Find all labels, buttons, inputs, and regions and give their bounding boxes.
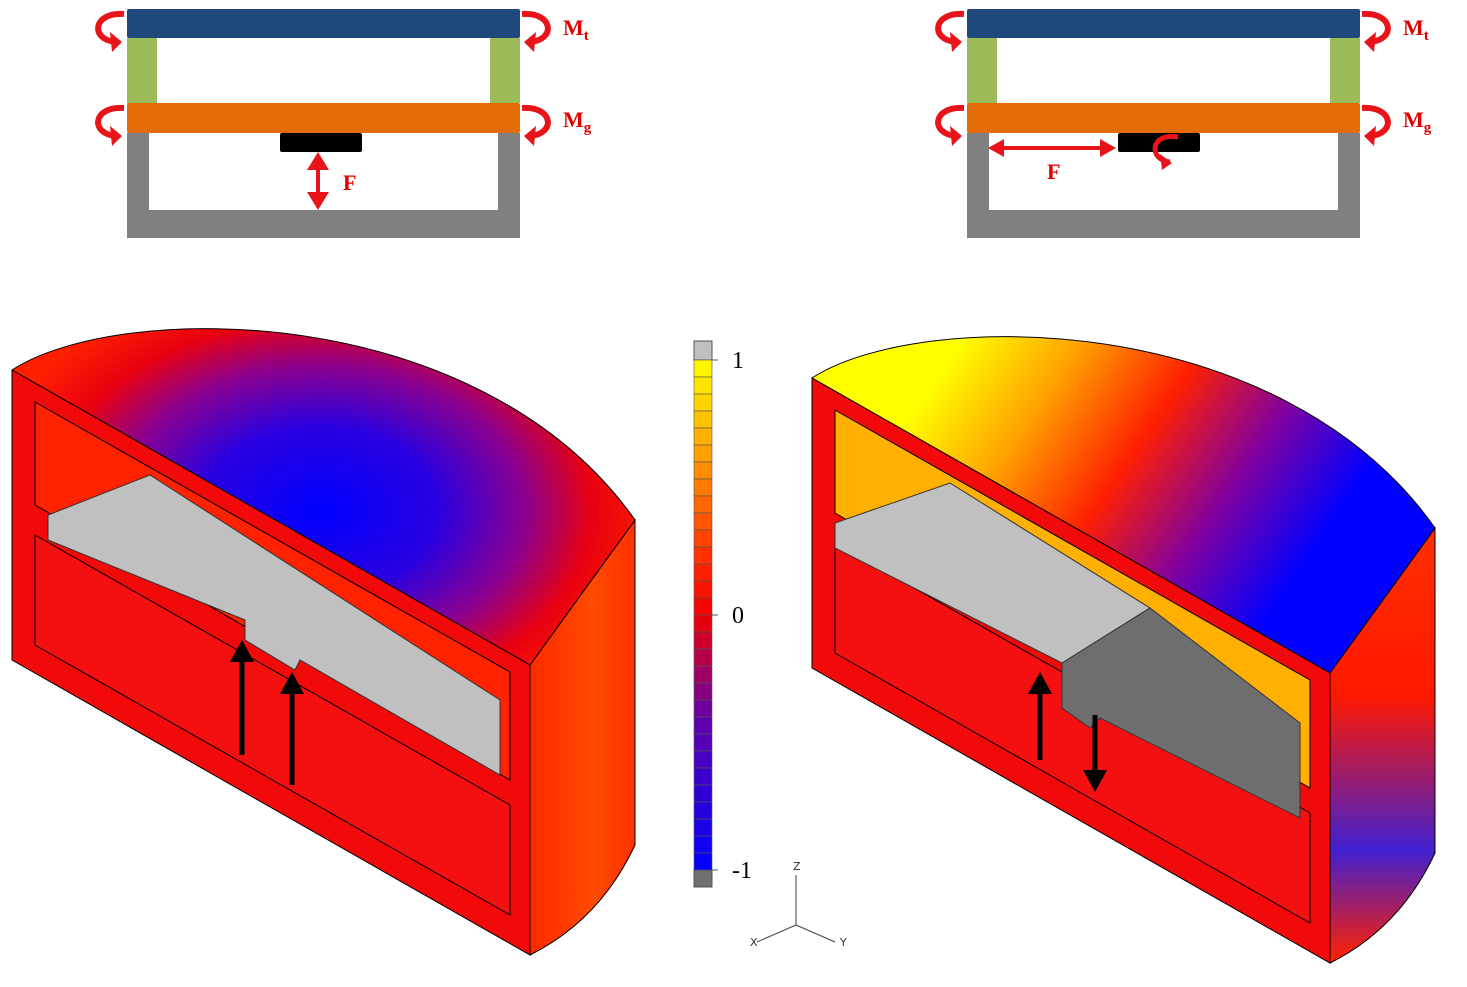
moment-arrow	[1361, 10, 1391, 45]
arrow-head	[524, 32, 536, 52]
axis	[795, 924, 836, 943]
colorbar-cap	[693, 869, 713, 888]
housing-base	[127, 210, 520, 238]
colorbar-step	[693, 529, 713, 548]
colorbar-step	[693, 580, 713, 599]
colorbar-step	[693, 716, 713, 735]
colorbar-step	[693, 359, 713, 378]
arrow-head	[950, 126, 962, 146]
axis	[756, 924, 797, 943]
colorbar-step	[693, 393, 713, 412]
post	[967, 38, 997, 103]
arrow-head	[1028, 672, 1052, 694]
moment-subscript: g	[584, 120, 592, 136]
arrow-head	[110, 32, 122, 52]
colorbar-label: -1	[732, 858, 752, 884]
colorbar-step	[693, 818, 713, 837]
moment-symbol: M	[563, 107, 584, 132]
arrow-head	[307, 152, 329, 170]
colorbar-step	[693, 767, 713, 786]
colorbar-step	[693, 461, 713, 480]
top-surface	[811, 336, 1436, 674]
housing-base	[967, 210, 1360, 238]
arrow-head	[110, 126, 122, 146]
moment-symbol: M	[563, 15, 584, 40]
arrow-head	[280, 672, 304, 694]
moment-arrow	[95, 104, 125, 139]
post	[490, 38, 520, 103]
moment-subscript: t	[584, 28, 589, 44]
colorbar-step	[693, 750, 713, 769]
moment-arrow	[521, 10, 551, 45]
colorbar-cap	[693, 340, 713, 361]
arrow-head	[988, 139, 1004, 157]
post	[1330, 38, 1360, 103]
mass	[280, 133, 362, 152]
colorbar-step	[693, 478, 713, 497]
colorbar-step	[693, 682, 713, 701]
drawing	[11, 9, 1436, 964]
colorbar-step	[693, 427, 713, 446]
colorbar-step	[693, 852, 713, 871]
colorbar-step	[693, 665, 713, 684]
colorbar-step	[693, 784, 713, 803]
colorbar-label: 0	[732, 603, 744, 629]
force-label: F	[1047, 159, 1060, 184]
arrow-head	[1160, 154, 1172, 170]
arrow-head	[524, 126, 536, 146]
colorbar-step	[693, 648, 713, 667]
colorbar-step	[693, 410, 713, 429]
moment-subscript: g	[1424, 120, 1432, 136]
moment-arrow	[935, 104, 965, 139]
cavity-lower	[34, 534, 511, 916]
colorbar-step	[693, 733, 713, 752]
moment-subscript: t	[1424, 28, 1429, 44]
colorbar-step	[693, 801, 713, 820]
colorbar-step	[693, 631, 713, 650]
force-label: F	[343, 170, 356, 195]
colorbar-step	[693, 563, 713, 582]
middle-plate	[967, 103, 1360, 133]
colorbar-step	[693, 546, 713, 565]
moment-label: Mt	[563, 15, 589, 44]
arrow-head	[1100, 139, 1116, 157]
moment-symbol: M	[1403, 15, 1424, 40]
axis-label: Z	[793, 860, 801, 873]
post	[127, 38, 157, 103]
arrow-head	[950, 32, 962, 52]
top-plate	[967, 9, 1360, 38]
proof-mass-dark	[1061, 607, 1301, 819]
colorbar-label: 1	[732, 348, 744, 374]
moment-arrow	[1361, 104, 1391, 139]
moment-arrow	[521, 104, 551, 139]
moment-label: Mg	[1403, 107, 1432, 136]
colorbar-step	[693, 835, 713, 854]
proof-mass	[47, 474, 501, 776]
axis-label: X	[750, 936, 758, 949]
middle-plate	[127, 103, 520, 133]
colorbar-step	[693, 376, 713, 395]
colorbar-step	[693, 614, 713, 633]
axis-label: Y	[839, 936, 847, 949]
arrow-head	[1364, 126, 1376, 146]
colorbar-step	[693, 444, 713, 463]
colorbar-step	[693, 699, 713, 718]
colorbar-step	[693, 597, 713, 616]
colorbar-step	[693, 512, 713, 531]
moment-arrow	[95, 10, 125, 45]
top-surface	[11, 328, 636, 666]
arrow-head	[230, 640, 254, 662]
colorbar-step	[693, 495, 713, 514]
moment-symbol: M	[1403, 107, 1424, 132]
moment-label: Mg	[563, 107, 592, 136]
moment-arrow	[935, 10, 965, 45]
arrow-head	[1364, 32, 1376, 52]
top-plate	[127, 9, 520, 38]
arrow-head	[1083, 770, 1107, 792]
moment-label: Mt	[1403, 15, 1429, 44]
arrow-head	[307, 192, 329, 210]
